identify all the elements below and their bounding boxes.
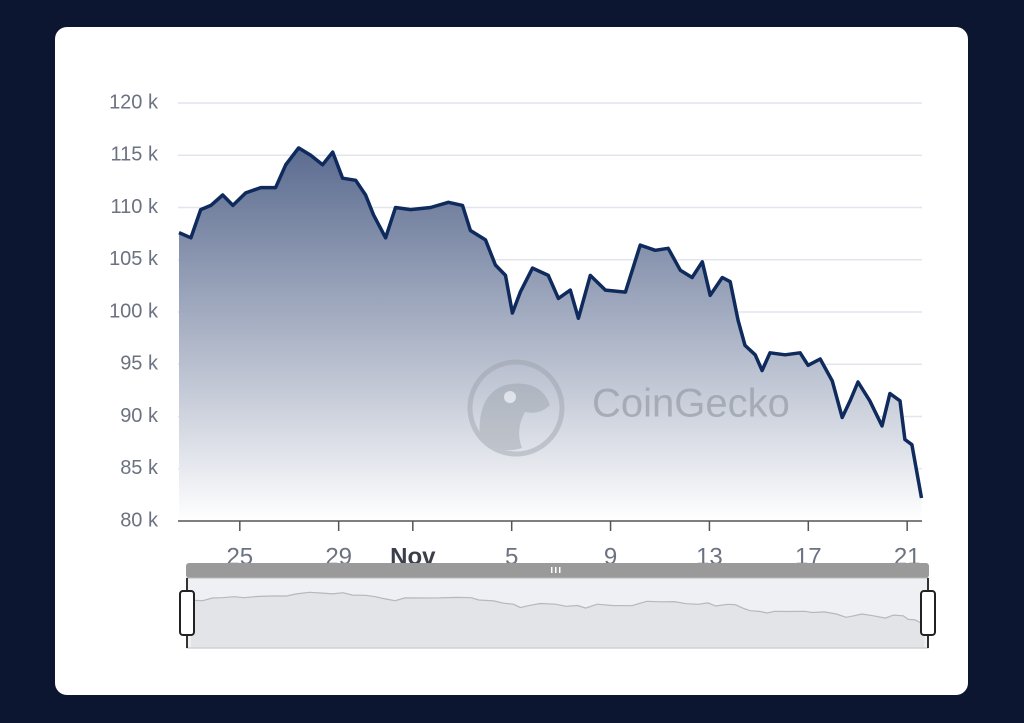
- y-tick-label: 105 k: [109, 248, 159, 270]
- navigator-handle[interactable]: [920, 590, 936, 636]
- y-tick-label: 80 k: [120, 509, 159, 531]
- navigator-series: [190, 591, 925, 647]
- watermark-text: CoinGecko: [592, 382, 790, 426]
- scrollbar-grip: [559, 567, 561, 573]
- price-line: [178, 146, 924, 499]
- y-tick-label: 85 k: [120, 457, 159, 479]
- y-tick-label: 95 k: [120, 353, 159, 375]
- scrollbar-grip: [551, 567, 553, 573]
- navigator-area: [191, 592, 925, 647]
- scrollbar-grip: [555, 567, 557, 573]
- plot: [178, 146, 924, 521]
- navigator-handle[interactable]: [179, 590, 195, 636]
- y-tick-label: 90 k: [120, 405, 159, 427]
- watermark-logo: [467, 359, 565, 457]
- scrollbar[interactable]: [186, 563, 929, 578]
- y-tick-label: 115 k: [111, 144, 159, 166]
- navigator-line: [190, 591, 925, 626]
- navigator: [179, 563, 936, 649]
- y-tick-label: 100 k: [109, 300, 159, 322]
- y-tick-label: 120 k: [109, 91, 159, 113]
- y-tick-label: 110 k: [111, 196, 159, 218]
- x-axis: 25 29 Nov 5 9 13 17 21: [178, 520, 922, 570]
- area-fill: [179, 147, 922, 521]
